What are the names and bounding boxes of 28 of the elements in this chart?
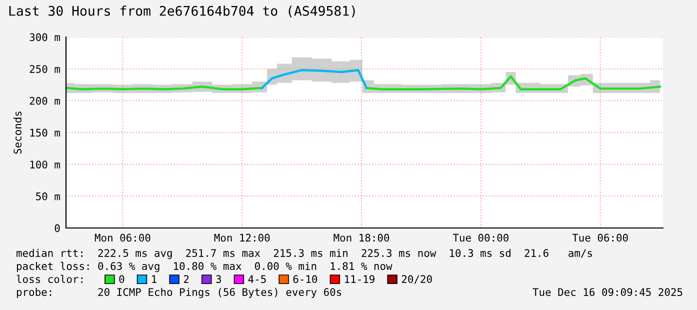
chart-title: Last 30 Hours from 2e676164b704 to (AS49581) [9,6,355,18]
y-tick-label: 150 m [30,128,60,137]
y-tick-label: 100 m [30,160,60,168]
legend-label: 2 [184,275,189,283]
y-tick-label: 200 m [30,96,60,105]
x-tick-label: Mon 18:00 [334,234,390,242]
text: Tue Dec 16 09:09:45 2025 [532,288,682,296]
y-tick-label: 300 m [30,33,60,42]
legend-label: 4-5 [248,275,266,284]
text: probe: 20 ICMP Echo Pings (56 Bytes) every 60s [16,288,342,298]
legend-label: 3 [216,275,221,284]
x-tick-label: Mon 06:00 [94,234,150,242]
y-axis-title: Seconds [13,112,22,154]
legend-title: loss color: [16,274,82,284]
y-tick-label: 50 m [36,192,60,200]
text: packet loss: 0.63 % avg 10.80 % max 0.00 % min 1.81 % now [16,262,392,272]
line-series [260,68,368,90]
x-tick-label: Mon 12:00 [214,234,270,242]
legend-label: 6-10 [293,275,318,284]
legend-label: 0 [119,275,124,284]
legend-label: 20/20 [402,275,432,284]
legend-label: 1 [152,275,156,283]
y-tick-label: 250 m [30,65,60,73]
y-tick-label: 0 [54,224,60,232]
x-tick-label: Tue 00:00 [452,234,508,242]
text: median rtt: 222.5 ms avg 251.7 ms max 215.3 ms min 225.3 ms now 10.3 ms sd 21.6 am/s [16,248,592,260]
legend-label: 11-19 [345,275,374,284]
x-tick-label: Tue 06:00 [572,234,628,242]
